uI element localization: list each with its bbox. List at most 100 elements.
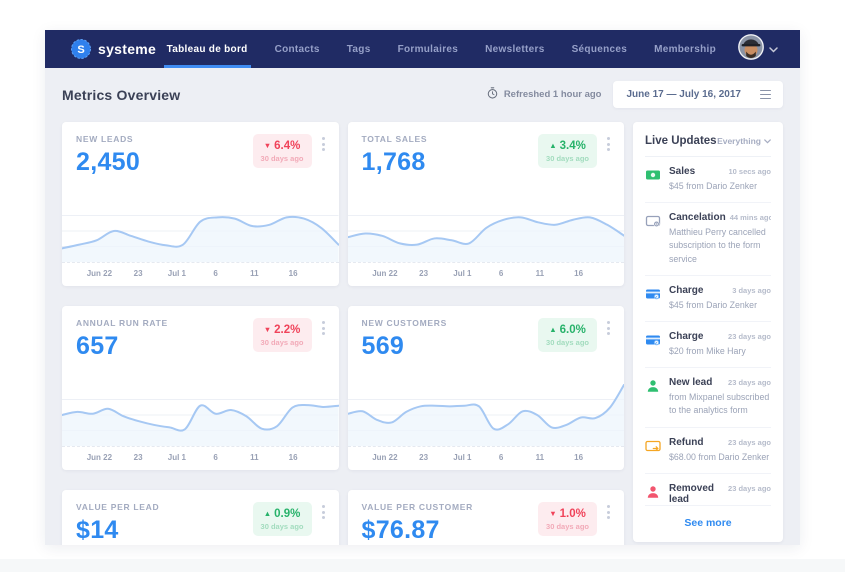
dashboard-main: NEW LEADS 2,450 ▼ 6.4% 30 days ago Jun 2… bbox=[62, 122, 783, 545]
metric-label: NEW LEADS bbox=[76, 134, 134, 144]
cancelation-icon bbox=[645, 212, 661, 266]
header-controls: Refreshed 1 hour ago June 17 — July 16, … bbox=[486, 81, 783, 108]
charge-icon bbox=[645, 285, 661, 312]
x-tick-label: 16 bbox=[574, 269, 584, 278]
metric-label: VALUE PER CUSTOMER bbox=[361, 502, 473, 512]
brand-logo-icon: S bbox=[71, 39, 91, 59]
metric-meta: TOTAL SALES 1,768 bbox=[362, 134, 539, 177]
filter-button[interactable] bbox=[754, 82, 783, 108]
delta-badge: ▼ 2.2% 30 days ago bbox=[252, 318, 312, 352]
live-item-title: Removed lead bbox=[669, 482, 715, 505]
delta-badge: ▼ 6.4% 30 days ago bbox=[252, 134, 312, 168]
delta-text: 0.9% bbox=[274, 508, 301, 520]
delta-period: 30 days ago bbox=[260, 338, 304, 347]
x-tick-label: Jun 22 bbox=[372, 269, 398, 278]
live-update-item[interactable]: Cancelation 44 mins ago Matthieu Perry c… bbox=[645, 203, 771, 276]
live-updates-filter[interactable]: Everything bbox=[717, 136, 771, 146]
delta-period: 30 days ago bbox=[260, 522, 304, 531]
card-menu-button[interactable] bbox=[317, 134, 330, 154]
live-item-time: 23 days ago bbox=[728, 483, 771, 493]
metric-value: 2,450 bbox=[76, 148, 141, 176]
range-box: June 17 — July 16, 2017 bbox=[613, 81, 783, 108]
chart-x-axis: Jun 22 23 Jul 1 6 11 16 bbox=[62, 262, 339, 286]
live-update-item[interactable]: New lead 23 days ago from Mixpanel subsc… bbox=[645, 368, 771, 428]
card-menu-button[interactable] bbox=[602, 502, 615, 522]
clock-icon bbox=[486, 86, 499, 103]
x-tick-label: 11 bbox=[535, 453, 545, 462]
x-tick-label: 11 bbox=[250, 453, 259, 462]
metric-sparkline-chart bbox=[347, 384, 624, 446]
x-tick-label: Jun 22 bbox=[86, 269, 113, 278]
live-updates-panel: Live Updates Everything Sales 10 secs ag… bbox=[633, 122, 783, 542]
chart-x-axis: Jun 22 23 Jul 1 6 11 16 bbox=[347, 446, 624, 470]
nav-item-formulaires[interactable]: Formulaires bbox=[397, 43, 459, 55]
live-update-item[interactable]: Charge 23 days ago $20 from Mike Hary bbox=[645, 322, 771, 369]
metric-value: 657 bbox=[76, 332, 119, 360]
delta-arrow-icon: ▲ bbox=[263, 509, 272, 519]
x-tick-label: 16 bbox=[288, 269, 298, 278]
x-tick-label: Jul 1 bbox=[167, 269, 186, 278]
live-item-time: 23 days ago bbox=[728, 378, 771, 388]
metric-card-annual-run-rate: ANNUAL RUN RATE 657 ▼ 2.2% 30 days ago J… bbox=[62, 306, 339, 470]
user-menu[interactable] bbox=[738, 33, 778, 65]
metric-card-total-sales: TOTAL SALES 1,768 ▲ 3.4% 30 days ago Jun… bbox=[347, 122, 624, 286]
metric-value: 1,768 bbox=[361, 148, 426, 176]
delta-text: 6.4% bbox=[274, 140, 301, 152]
card-menu-button[interactable] bbox=[317, 318, 330, 338]
metric-value: $14 bbox=[76, 516, 119, 544]
nav-item-tags[interactable]: Tags bbox=[346, 43, 371, 55]
metric-card-new-leads: NEW LEADS 2,450 ▼ 6.4% 30 days ago Jun 2… bbox=[62, 122, 339, 286]
live-item-description: Matthieu Perry cancelled subscription to… bbox=[669, 227, 766, 264]
metric-card-value-per-lead: VALUE PER LEAD $14 ▲ 0.9% 30 days ago Ju… bbox=[62, 490, 339, 545]
brand[interactable]: S systeme bbox=[71, 39, 156, 59]
live-item-title: Sales bbox=[669, 166, 696, 177]
nav-item-sequences[interactable]: Séquences bbox=[571, 43, 628, 55]
nav-item-contacts[interactable]: Contacts bbox=[274, 43, 320, 55]
live-update-item[interactable]: Refund 23 days ago $68.00 from Dario Zen… bbox=[645, 428, 771, 474]
card-menu-button[interactable] bbox=[317, 502, 330, 522]
delta-value: ▼ 6.4% bbox=[261, 140, 304, 152]
delta-period: 30 days ago bbox=[546, 338, 589, 347]
delta-value: ▲ 6.0% bbox=[546, 324, 589, 336]
nav-item-membership[interactable]: Membership bbox=[654, 43, 716, 55]
live-item-time: 23 days ago bbox=[728, 331, 771, 341]
live-update-item[interactable]: Sales 10 secs ago $45 from Dario Zenker bbox=[645, 157, 771, 204]
x-tick-label: 11 bbox=[535, 269, 545, 278]
see-more-button[interactable]: See more bbox=[645, 505, 771, 542]
delta-badge: ▲ 0.9% 30 days ago bbox=[252, 502, 312, 536]
delta-value: ▼ 2.2% bbox=[261, 324, 304, 336]
live-item-description: from Mixpanel subscribed to the analytic… bbox=[669, 392, 770, 416]
content-header: Metrics Overview Refreshed 1 hour ago Ju… bbox=[62, 81, 783, 108]
chart-x-axis: Jun 22 23 Jul 1 6 11 16 bbox=[62, 446, 339, 470]
menu-icon bbox=[760, 89, 771, 100]
card-menu-button[interactable] bbox=[602, 318, 615, 338]
metric-value: $76.87 bbox=[361, 516, 440, 544]
live-item-title: Charge bbox=[669, 284, 704, 296]
nav-item-newsletters[interactable]: Newsletters bbox=[485, 43, 545, 55]
delta-arrow-icon: ▲ bbox=[549, 141, 557, 151]
x-tick-label: 16 bbox=[574, 453, 584, 462]
removed-lead-icon bbox=[645, 483, 661, 505]
nav-item-tableau-de-bord[interactable]: Tableau de bord bbox=[163, 30, 251, 68]
delta-text: 1.0% bbox=[559, 508, 586, 520]
live-update-item[interactable]: Charge 3 days ago $45 from Dario Zenker bbox=[645, 276, 771, 322]
live-item-title: Charge bbox=[669, 330, 704, 342]
card-menu-button[interactable] bbox=[602, 134, 615, 154]
x-tick-label: 23 bbox=[419, 453, 429, 462]
app-window: S systeme Tableau de bord Contacts Tags For… bbox=[45, 30, 800, 545]
date-range-picker[interactable]: June 17 — July 16, 2017 bbox=[613, 81, 754, 108]
metric-label: VALUE PER LEAD bbox=[76, 502, 160, 512]
x-tick-label: 23 bbox=[133, 453, 143, 462]
live-item-time: 3 days ago bbox=[732, 285, 771, 295]
delta-text: 3.4% bbox=[559, 140, 586, 152]
metric-card-value-per-customer: VALUE PER CUSTOMER $76.87 ▼ 1.0% 30 days… bbox=[347, 490, 625, 545]
x-tick-label: Jul 1 bbox=[453, 269, 472, 278]
live-item-description: $68.00 from Dario Zenker bbox=[669, 451, 770, 462]
x-tick-label: 23 bbox=[419, 269, 429, 278]
metric-meta: VALUE PER LEAD $14 bbox=[76, 502, 253, 545]
metric-meta: NEW CUSTOMERS 569 bbox=[362, 318, 539, 361]
x-tick-label: 11 bbox=[250, 269, 259, 278]
metric-card-header: VALUE PER CUSTOMER $76.87 ▼ 1.0% 30 days… bbox=[348, 490, 625, 545]
x-tick-label: 6 bbox=[213, 269, 218, 278]
live-update-item[interactable]: Removed lead 23 days ago Berv Chibblins … bbox=[645, 474, 771, 505]
